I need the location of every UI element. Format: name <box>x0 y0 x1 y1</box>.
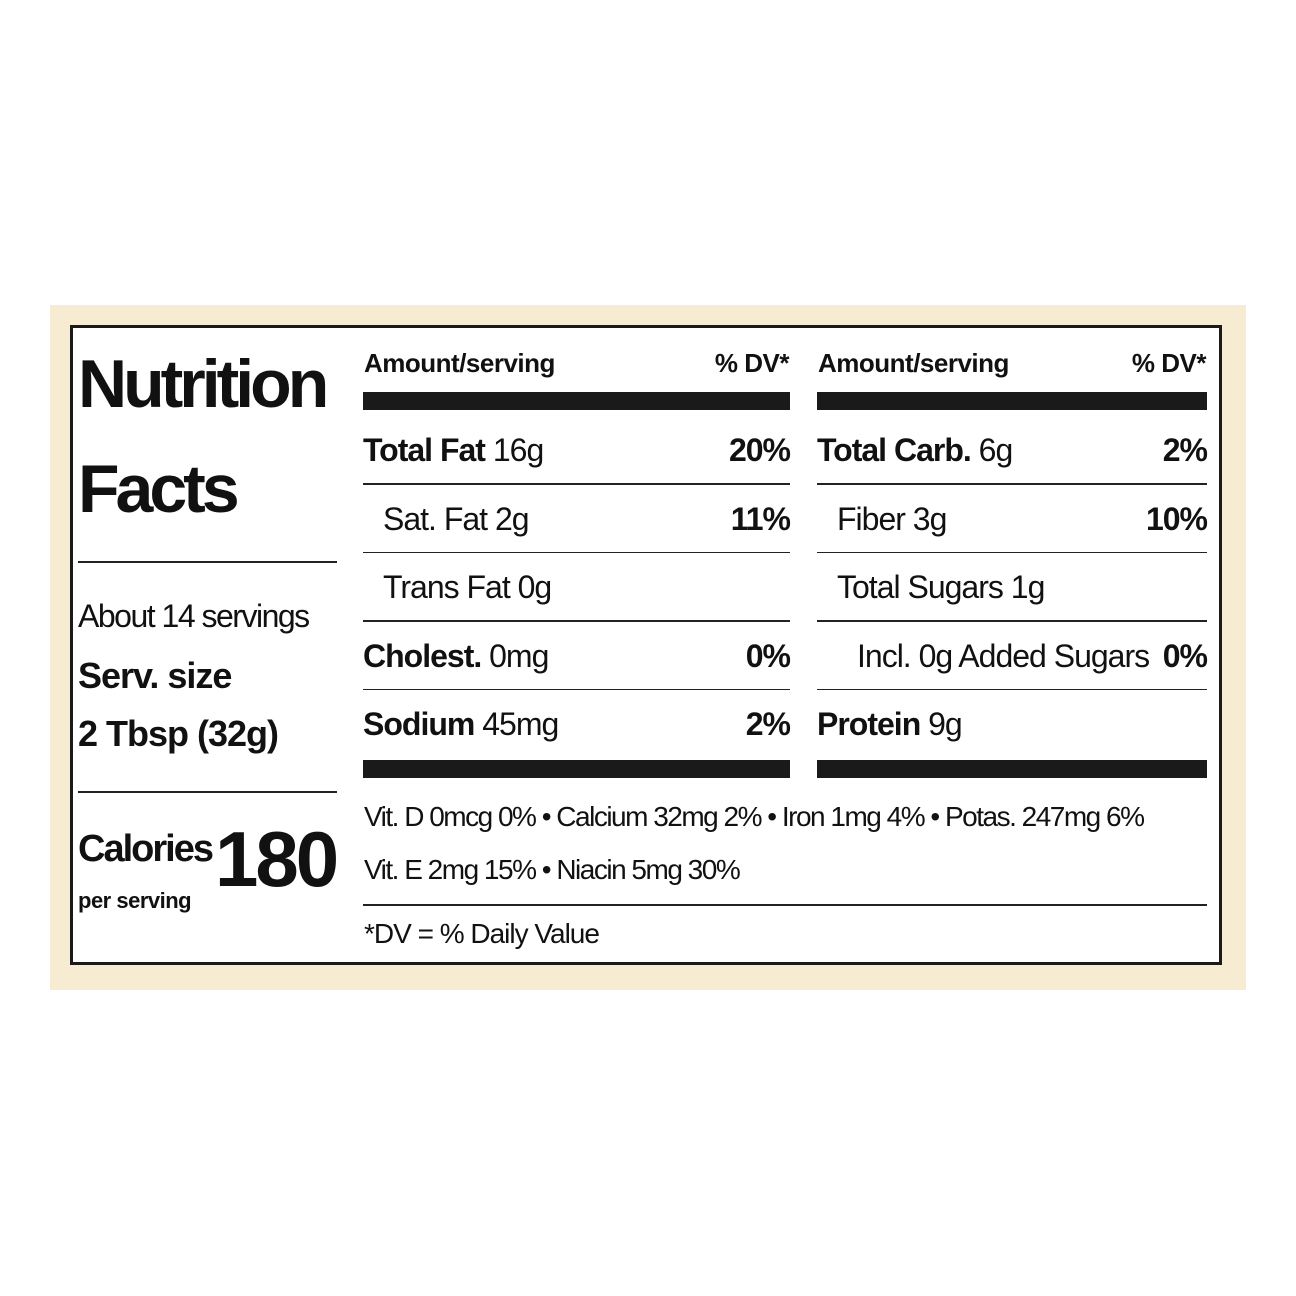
calories-label: Calories <box>78 828 214 870</box>
nutrient-row: Total Fat 16g 20% <box>363 416 791 484</box>
nutrient-amount: 9g <box>928 706 963 742</box>
nutrient-label: Total Sugars 1g <box>837 569 1046 605</box>
nutrient-row: Sat. Fat 2g 11% <box>363 485 791 553</box>
nutrient-row: Incl. 0g Added Sugars 0% <box>817 622 1208 690</box>
nutrient-label: Total Carb. 6g <box>817 432 1014 468</box>
row-divider <box>363 620 790 622</box>
row-divider <box>817 620 1207 622</box>
nutrient-dv: 20% <box>728 432 791 468</box>
nutrient-amount: 3g <box>912 500 948 537</box>
nutrient-row: Protein 9g <box>817 690 1207 758</box>
row-divider <box>363 551 790 553</box>
nutrient-dv: 2% <box>1162 432 1208 468</box>
nutrient-amount: 2g <box>494 500 530 537</box>
calories-value: 180 <box>215 815 339 903</box>
nutrient-label: Fiber 3g <box>837 500 948 537</box>
nutrient-dv: 2% <box>745 706 791 742</box>
footnote: *DV = % Daily Value <box>364 918 600 949</box>
nutrient-label: Total Fat 16g <box>363 432 544 468</box>
nutrient-label: Sodium 45mg <box>363 706 559 742</box>
nutrient-name: Total Sugars <box>837 569 1004 605</box>
right-header-dv: % DV* <box>1131 348 1207 378</box>
thick-bar <box>363 392 790 410</box>
nutrient-row: Fiber 3g 10% <box>817 485 1208 553</box>
nutrition-facts-panel <box>70 325 1222 965</box>
left-header-amount: Amount/serving <box>364 348 555 378</box>
serving-size-label: Serv. size <box>78 655 232 696</box>
thick-bar <box>817 392 1207 410</box>
per-serving: per serving <box>78 888 192 913</box>
divider <box>78 561 337 563</box>
nutrient-label: Protein 9g <box>817 706 963 742</box>
nutrient-row: Sodium 45mg 2% <box>363 690 791 758</box>
nutrient-dv: 10% <box>1145 500 1208 537</box>
row-divider <box>817 483 1207 485</box>
nutrient-amount: 6g <box>978 432 1014 468</box>
vitamins-line-1: Vit. D 0mcg 0% • Calcium 32mg 2% • Iron … <box>364 801 1145 832</box>
title-nutrition: Nutrition <box>78 346 329 422</box>
row-divider <box>817 551 1207 553</box>
nutrient-row: Total Carb. 6g 2% <box>817 416 1208 484</box>
nutrient-label: Cholest. 0mg <box>363 637 549 674</box>
nutrient-amount: 1g <box>1010 569 1046 605</box>
row-divider <box>817 688 1207 690</box>
thick-bar <box>817 760 1207 778</box>
serving-size-value: 2 Tbsp (32g) <box>78 713 279 754</box>
nutrient-row: Total Sugars 1g <box>817 553 1207 621</box>
nutrient-name: Protein <box>817 706 921 742</box>
nutrient-name: Sodium <box>363 706 475 742</box>
nutrient-name: Total Fat <box>363 432 486 468</box>
nutrient-name: Fiber <box>837 500 906 537</box>
row-divider <box>363 688 790 690</box>
divider <box>78 791 337 793</box>
divider <box>363 904 1207 906</box>
nutrient-amount: 45mg <box>482 706 559 742</box>
nutrient-amount: 0mg <box>489 637 549 674</box>
servings-per-container: About 14 servings <box>78 598 310 634</box>
nutrient-label: Sat. Fat 2g <box>383 500 530 537</box>
nutrient-dv: 0% <box>745 637 791 674</box>
nutrient-name: Incl. 0g Added Sugars <box>857 637 1150 674</box>
left-header-dv: % DV* <box>714 348 790 378</box>
nutrient-label: Trans Fat 0g <box>383 569 553 605</box>
right-header-amount: Amount/serving <box>818 348 1009 378</box>
title-facts: Facts <box>78 451 240 527</box>
nutrient-label: Incl. 0g Added Sugars <box>857 637 1150 674</box>
vitamins-line-2: Vit. E 2mg 15% • Niacin 5mg 30% <box>364 854 741 885</box>
nutrient-dv: 0% <box>1162 637 1208 674</box>
thick-bar <box>363 760 790 778</box>
nutrient-row: Trans Fat 0g <box>363 553 790 621</box>
nutrient-name: Cholest. <box>363 637 482 674</box>
nutrient-row: Cholest. 0mg 0% <box>363 622 791 690</box>
nutrient-amount: 16g <box>492 432 544 468</box>
nutrient-dv: 11% <box>730 500 791 537</box>
nutrient-name: Sat. Fat <box>383 500 488 537</box>
row-divider <box>363 483 790 485</box>
nutrient-name: Trans Fat <box>383 569 511 605</box>
nutrient-amount: 0g <box>517 569 553 605</box>
nutrient-name: Total Carb. <box>817 432 972 468</box>
